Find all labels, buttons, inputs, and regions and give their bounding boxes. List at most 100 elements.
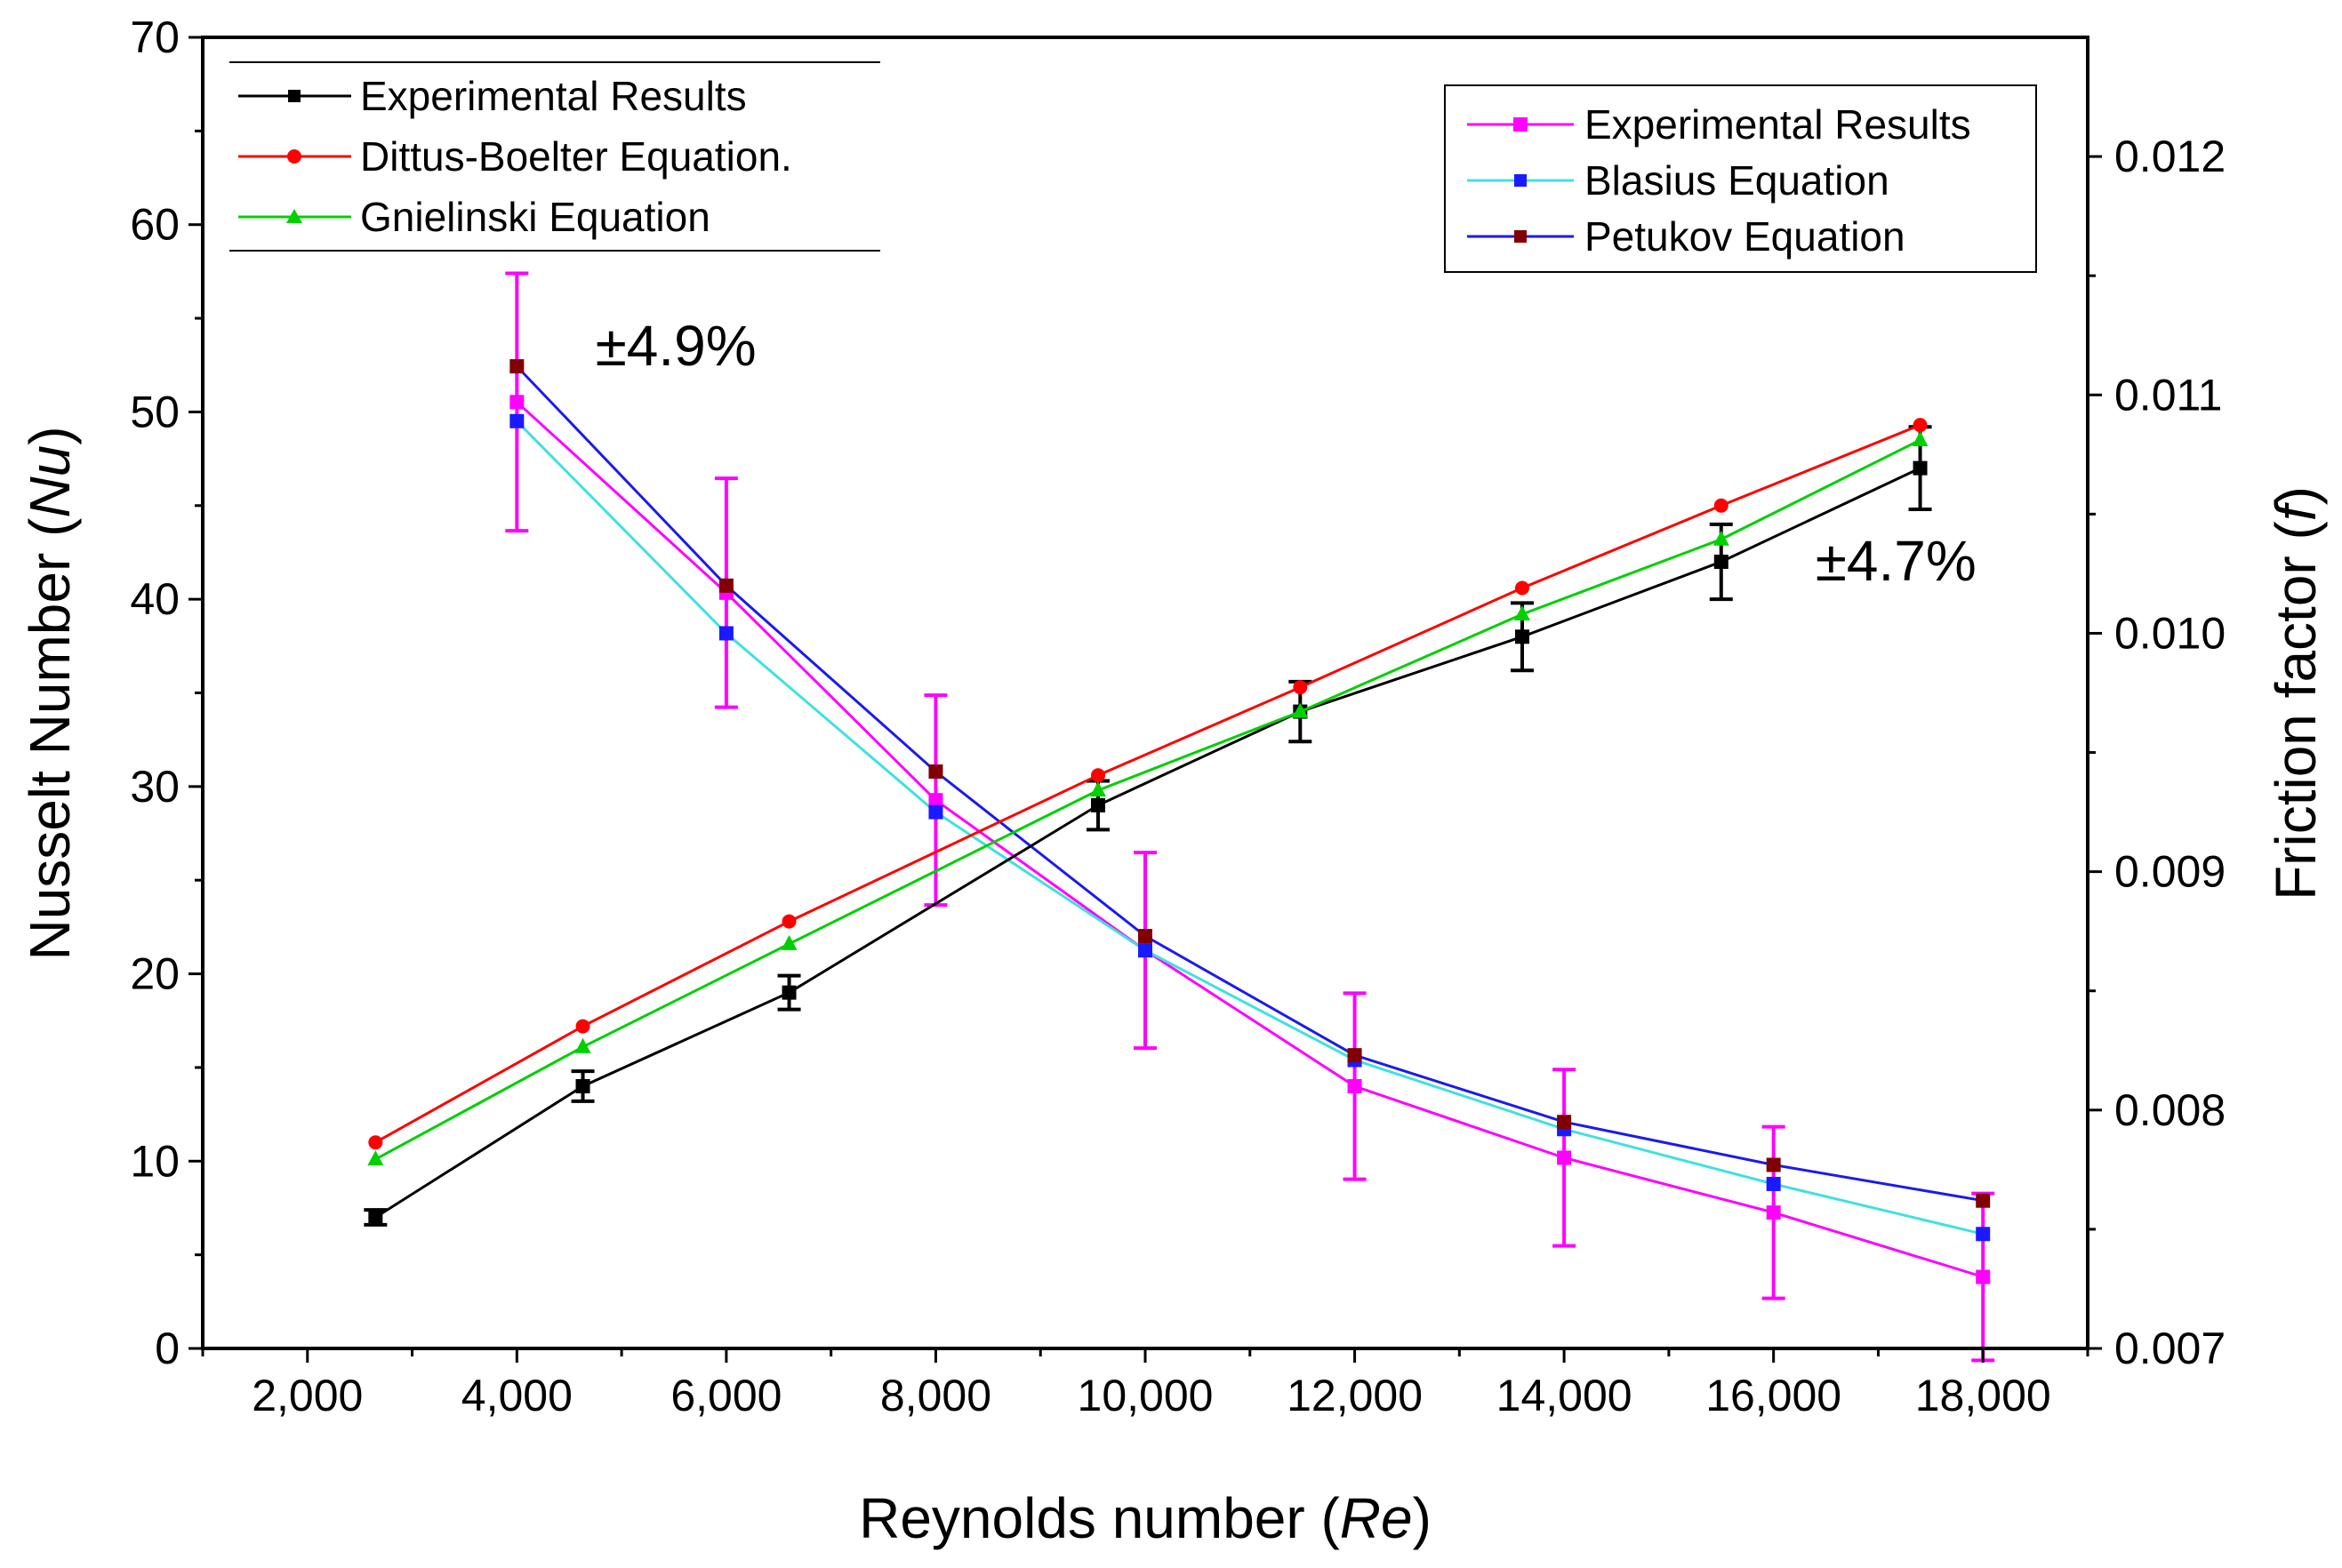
axis-ticks: 2,000 4,000 6,000 8,000 10,000 12,000 14,000 16… <box>130 12 2226 1420</box>
data-point <box>1766 1176 1781 1191</box>
annotations: ±4.9% ±4.7% <box>596 314 1977 593</box>
series-left-2 <box>367 431 1929 1166</box>
data-point <box>367 1150 384 1166</box>
series-right-2 <box>509 359 1991 1208</box>
data-point <box>1091 797 1105 812</box>
y-left-tick-label: 40 <box>130 574 180 624</box>
data-point <box>509 413 525 428</box>
chart-marks <box>364 271 1995 1363</box>
data-point <box>1766 1205 1781 1220</box>
legend-swatch-square-marker <box>1514 230 1527 243</box>
data-point <box>928 804 943 820</box>
data-point <box>1976 1269 1991 1284</box>
x-tick-label: 12,000 <box>1287 1371 1423 1420</box>
data-point <box>781 934 798 950</box>
data-point <box>1976 1193 1991 1208</box>
y-right-tick-label: 0.009 <box>2114 847 2226 897</box>
y-left-tick-label: 70 <box>130 12 180 62</box>
error-annotation: ±4.7% <box>1816 529 1977 593</box>
x-tick-label: 8,000 <box>880 1371 991 1420</box>
legend-right-entry-petukov: Petukov Equation <box>1467 213 1905 260</box>
data-point <box>575 1079 590 1093</box>
x-tick-label: 2,000 <box>252 1371 363 1420</box>
data-point <box>928 764 943 779</box>
legend-label: Blasius Equation <box>1584 157 1889 204</box>
data-point <box>509 395 525 410</box>
legend-left-entry-experimental: Experimental Results <box>238 73 747 119</box>
data-point <box>1713 555 1728 569</box>
y-left-tick-label: 50 <box>130 387 180 436</box>
series-line <box>374 438 1921 1161</box>
y-right-tick-label: 0.012 <box>2114 132 2226 181</box>
y-right-tick-label: 0.007 <box>2114 1324 2226 1373</box>
legend-left-entry-gnielinski: Gnielinski Equation <box>238 194 710 240</box>
data-point <box>1912 431 1929 447</box>
series-line <box>516 401 1984 1278</box>
series-right-1 <box>509 413 1991 1242</box>
data-point <box>1515 580 1529 596</box>
data-point <box>718 626 734 641</box>
x-tick-label: 14,000 <box>1496 1371 1632 1420</box>
legend-label: Experimental Results <box>1584 101 1971 148</box>
y-left-tick-label: 0 <box>155 1324 180 1373</box>
data-point <box>1766 1157 1781 1172</box>
data-point <box>1347 1048 1362 1063</box>
y-left-tick-label: 30 <box>130 762 180 812</box>
data-point <box>1557 1150 1572 1165</box>
legend-right-entry-experimental: Experimental Results <box>1467 101 1971 148</box>
legend-swatch-square-marker <box>288 90 301 102</box>
data-point <box>718 578 734 593</box>
y-right-tick-label: 0.010 <box>2114 608 2226 658</box>
legend-right-box <box>1444 84 2037 273</box>
data-point <box>1090 781 1106 797</box>
legend-label: Dittus-Boelter Equation. <box>360 133 792 180</box>
data-point <box>782 914 797 929</box>
legend-label: Petukov Equation <box>1584 213 1905 260</box>
series-line <box>374 467 1921 1219</box>
y-axis-title-left: Nusselt Number (Nu) <box>18 426 82 960</box>
series-left-0 <box>364 425 1932 1227</box>
data-point <box>1913 460 1928 476</box>
data-point <box>368 1210 383 1225</box>
legend-left: Experimental Results Dittus-Boelter Equa… <box>229 61 880 252</box>
x-tick-label: 16,000 <box>1705 1371 1841 1420</box>
x-axis-title: Reynolds number (Re) <box>859 1486 1432 1550</box>
legend-right: Experimental Results Blasius Equation Pe… <box>1444 84 2037 273</box>
legend-left-entry-dittus-boelter: Dittus-Boelter Equation. <box>238 133 792 180</box>
legend-swatch-square-marker <box>1514 174 1527 187</box>
data-point <box>1713 498 1728 513</box>
data-point <box>1557 1115 1572 1130</box>
data-point <box>575 1019 590 1034</box>
y-left-tick-label: 60 <box>130 200 180 250</box>
data-point <box>1515 629 1529 644</box>
legend-label: Experimental Results <box>360 73 747 119</box>
data-point <box>1913 418 1928 433</box>
series-line <box>516 365 1984 1203</box>
legend-label: Gnielinski Equation <box>360 194 710 240</box>
x-tick-label: 10,000 <box>1078 1371 1214 1420</box>
legend-right-entry-blasius: Blasius Equation <box>1467 157 1889 204</box>
legend-swatch-circle-marker <box>287 149 301 164</box>
data-point <box>1347 1079 1362 1093</box>
data-point <box>928 793 943 808</box>
y-left-tick-label: 20 <box>130 949 180 999</box>
data-point <box>1712 530 1729 546</box>
y-right-tick-label: 0.008 <box>2114 1085 2226 1135</box>
data-point <box>1976 1227 1991 1242</box>
data-point <box>1138 929 1152 944</box>
data-point <box>1293 680 1308 695</box>
series-line <box>516 420 1984 1236</box>
data-point <box>368 1135 383 1150</box>
y-right-tick-label: 0.011 <box>2114 370 2222 420</box>
data-point <box>1292 702 1309 718</box>
data-point <box>574 1037 591 1053</box>
data-point <box>509 359 525 374</box>
legend-swatch-square-marker <box>1513 117 1528 132</box>
series-line <box>374 423 1921 1144</box>
data-point <box>1138 943 1152 958</box>
x-tick-label: 4,000 <box>461 1371 573 1420</box>
x-tick-label: 18,000 <box>1915 1371 2051 1420</box>
error-annotation: ±4.9% <box>596 314 757 378</box>
legend-swatch-triangle-marker <box>286 209 302 223</box>
